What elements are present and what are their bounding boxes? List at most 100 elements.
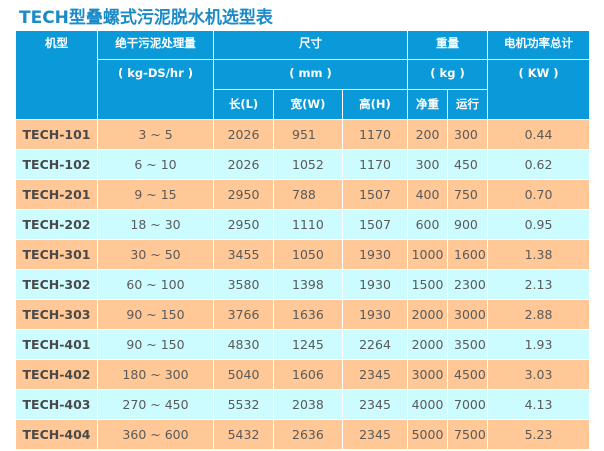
cell-power: 3.03: [487, 359, 590, 390]
header-length: 长(L): [213, 89, 274, 120]
cell-power: 2.13: [487, 269, 590, 300]
cell-width: 788: [273, 179, 343, 210]
cell-running-weight: 300: [447, 119, 488, 150]
header-capacity-unit: ( kg-DS/hr ): [97, 59, 214, 120]
cell-net-weight: 5000: [407, 419, 448, 450]
cell-height: 2345: [342, 419, 408, 450]
cell-running-weight: 900: [447, 209, 488, 240]
cell-width: 1050: [273, 239, 343, 270]
table-row: TECH-301 30 ~ 50 3455 1050 1930 1000 1600 1.38: [15, 239, 590, 270]
cell-model: TECH-402: [15, 359, 98, 390]
cell-net-weight: 1000: [407, 239, 448, 270]
table-row: TECH-202 18 ~ 30 2950 1110 1507 600 900 0.95: [15, 209, 590, 240]
header-capacity: 绝干污泥处理量: [97, 30, 214, 60]
cell-power: 5.23: [487, 419, 590, 450]
header-weight: 重量: [407, 30, 488, 60]
table-row: TECH-402 180 ~ 300 5040 1606 2345 3000 4500 3.0…: [15, 359, 590, 390]
cell-power: 0.95: [487, 209, 590, 240]
cell-capacity: 30 ~ 50: [97, 239, 214, 270]
cell-running-weight: 7500: [447, 419, 488, 450]
cell-capacity: 360 ~ 600: [97, 419, 214, 450]
table-row: TECH-102 6 ~ 10 2026 1052 1170 300 450 0.62: [15, 149, 590, 180]
table-row: TECH-404 360 ~ 600 5432 2636 2345 5000 7500 5.2…: [15, 419, 590, 450]
cell-height: 1930: [342, 269, 408, 300]
cell-height: 1930: [342, 299, 408, 330]
cell-length: 5040: [213, 359, 274, 390]
cell-model: TECH-301: [15, 239, 98, 270]
cell-capacity: 18 ~ 30: [97, 209, 214, 240]
cell-model: TECH-403: [15, 389, 98, 420]
cell-running-weight: 7000: [447, 389, 488, 420]
header-size-unit: ( mm ): [213, 59, 408, 90]
cell-power: 1.93: [487, 329, 590, 360]
header-height: 高(H): [342, 89, 408, 120]
cell-model: TECH-303: [15, 299, 98, 330]
header-model: 机型: [15, 30, 98, 120]
cell-height: 1930: [342, 239, 408, 270]
cell-running-weight: 1600: [447, 239, 488, 270]
cell-length: 2026: [213, 149, 274, 180]
cell-width: 951: [273, 119, 343, 150]
header-running-weight: 运行: [447, 89, 488, 120]
cell-length: 4830: [213, 329, 274, 360]
table-row: TECH-403 270 ~ 450 5532 2038 2345 4000 7000 4.1…: [15, 389, 590, 420]
cell-width: 1052: [273, 149, 343, 180]
cell-capacity: 9 ~ 15: [97, 179, 214, 210]
cell-net-weight: 4000: [407, 389, 448, 420]
cell-width: 2038: [273, 389, 343, 420]
cell-power: 0.62: [487, 149, 590, 180]
cell-height: 2345: [342, 389, 408, 420]
cell-net-weight: 300: [407, 149, 448, 180]
table-row: TECH-401 90 ~ 150 4830 1245 2264 2000 3500 1.93: [15, 329, 590, 360]
cell-capacity: 90 ~ 150: [97, 329, 214, 360]
cell-length: 3580: [213, 269, 274, 300]
cell-running-weight: 450: [447, 149, 488, 180]
table-row: TECH-101 3 ~ 5 2026 951 1170 200 300 0.44: [15, 119, 590, 150]
cell-power: 2.88: [487, 299, 590, 330]
cell-model: TECH-102: [15, 149, 98, 180]
cell-power: 1.38: [487, 239, 590, 270]
cell-capacity: 270 ~ 450: [97, 389, 214, 420]
cell-capacity: 180 ~ 300: [97, 359, 214, 390]
model-selection-table: 机型 绝干污泥处理量 尺寸 重量 电机功率总计 ( kg-DS/hr ) ( m…: [15, 30, 590, 450]
cell-width: 1245: [273, 329, 343, 360]
cell-net-weight: 2000: [407, 329, 448, 360]
cell-height: 2264: [342, 329, 408, 360]
cell-length: 2950: [213, 209, 274, 240]
cell-running-weight: 4500: [447, 359, 488, 390]
cell-model: TECH-101: [15, 119, 98, 150]
cell-height: 1507: [342, 179, 408, 210]
cell-model: TECH-404: [15, 419, 98, 450]
cell-net-weight: 600: [407, 209, 448, 240]
header-width: 宽(W): [273, 89, 343, 120]
cell-model: TECH-201: [15, 179, 98, 210]
cell-capacity: 3 ~ 5: [97, 119, 214, 150]
table-row: TECH-201 9 ~ 15 2950 788 1507 400 750 0.70: [15, 179, 590, 210]
cell-capacity: 60 ~ 100: [97, 269, 214, 300]
cell-length: 2026: [213, 119, 274, 150]
header-power: 电机功率总计: [487, 30, 590, 60]
cell-net-weight: 1500: [407, 269, 448, 300]
header-weight-unit: ( kg ): [407, 59, 488, 90]
cell-running-weight: 3500: [447, 329, 488, 360]
cell-capacity: 90 ~ 150: [97, 299, 214, 330]
table-row: TECH-303 90 ~ 150 3766 1636 1930 2000 3000 2.88: [15, 299, 590, 330]
cell-power: 0.44: [487, 119, 590, 150]
cell-width: 1606: [273, 359, 343, 390]
cell-net-weight: 2000: [407, 299, 448, 330]
cell-running-weight: 2300: [447, 269, 488, 300]
cell-length: 5432: [213, 419, 274, 450]
cell-length: 5532: [213, 389, 274, 420]
cell-net-weight: 200: [407, 119, 448, 150]
cell-width: 2636: [273, 419, 343, 450]
cell-power: 0.70: [487, 179, 590, 210]
cell-net-weight: 400: [407, 179, 448, 210]
cell-running-weight: 750: [447, 179, 488, 210]
cell-net-weight: 3000: [407, 359, 448, 390]
cell-length: 3455: [213, 239, 274, 270]
header-power-unit: ( KW ): [487, 59, 590, 120]
cell-model: TECH-302: [15, 269, 98, 300]
cell-length: 3766: [213, 299, 274, 330]
cell-power: 4.13: [487, 389, 590, 420]
cell-width: 1636: [273, 299, 343, 330]
